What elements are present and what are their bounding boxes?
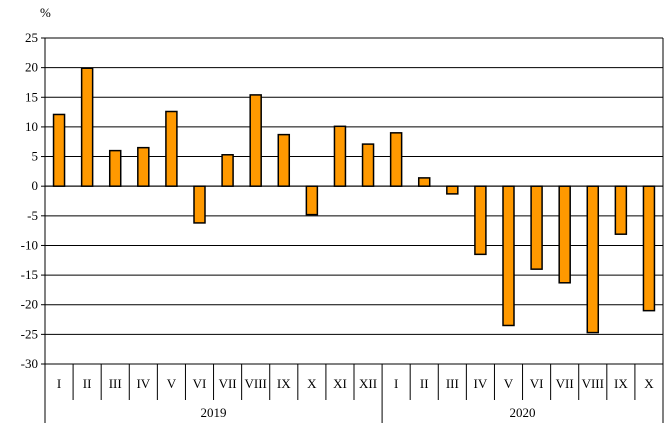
bar: [530, 185, 543, 270]
bar: [361, 143, 375, 187]
x-tick-label: X: [644, 376, 654, 391]
x-tick-label: I: [394, 376, 398, 391]
x-tick-label: XI: [333, 376, 347, 391]
y-tick-label: -20: [21, 297, 38, 312]
y-tick-label: -5: [27, 208, 38, 223]
bar: [52, 113, 66, 187]
bar: [249, 94, 262, 187]
bar: [502, 185, 515, 327]
y-tick-label: 15: [25, 89, 38, 104]
x-tick-label: II: [83, 376, 92, 391]
y-tick-label: -25: [21, 326, 38, 341]
x-tick-label: V: [167, 376, 177, 391]
x-tick-label: VI: [193, 376, 207, 391]
x-tick-label: X: [307, 376, 317, 391]
bar: [165, 110, 178, 187]
x-tick-label: VI: [530, 376, 544, 391]
x-tick-label: VII: [219, 376, 237, 391]
bar: [614, 185, 628, 235]
x-tick-label: IV: [474, 376, 488, 391]
x-tick-label: I: [57, 376, 61, 391]
bar: [108, 149, 122, 187]
bar: [137, 146, 150, 187]
bar: [305, 185, 319, 216]
y-tick-label: -30: [21, 356, 38, 371]
x-tick-label: XII: [359, 376, 377, 391]
y-tick-label: 0: [32, 178, 39, 193]
bar: [193, 185, 206, 224]
y-axis-unit-label: %: [40, 5, 51, 20]
x-tick-label: IX: [614, 376, 628, 391]
bar: [446, 185, 459, 195]
bar: [586, 185, 600, 334]
bar: [558, 185, 571, 284]
y-tick-label: 20: [25, 60, 38, 75]
bar: [333, 125, 347, 187]
bar: [474, 185, 487, 256]
x-tick-label: III: [446, 376, 459, 391]
y-tick-label: -10: [21, 237, 38, 252]
x-tick-label: VII: [556, 376, 574, 391]
x-tick-label: IX: [277, 376, 291, 391]
y-tick-label: -15: [21, 267, 38, 282]
bar: [389, 132, 403, 187]
y-tick-label: 10: [25, 119, 38, 134]
bar: [417, 177, 431, 187]
y-axis: 25 20 15 10 5 0 -5 -10 -15 -20 -25 -30: [21, 30, 664, 371]
x-tick-label: VIII: [582, 376, 604, 391]
y-tick-label: 5: [32, 149, 39, 164]
y-tick-label: 25: [25, 30, 38, 45]
x-tick-label: IV: [136, 376, 150, 391]
x-tick-label: II: [420, 376, 429, 391]
bar: [221, 154, 234, 187]
x-axis: I II III IV V VI VII VIII IX X XI XII I II III IV V VI VII…: [44, 364, 664, 423]
year-group-label: 2019: [201, 405, 227, 420]
bar: [80, 67, 94, 187]
bar: [642, 185, 656, 312]
x-tick-label: V: [504, 376, 514, 391]
x-tick-label: III: [109, 376, 122, 391]
bars: [45, 67, 663, 334]
year-group-label: 2020: [510, 405, 536, 420]
x-tick-label: VIII: [244, 376, 266, 391]
bar: [277, 133, 291, 187]
